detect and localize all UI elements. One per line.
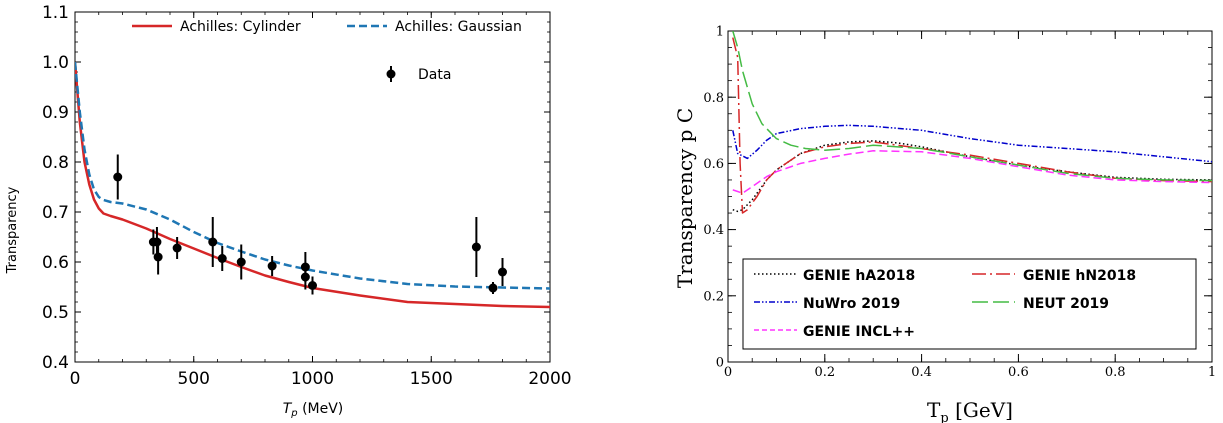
data-point [300,264,310,290]
data-point [236,244,246,280]
data-point-marker [217,254,227,263]
data-point [208,217,218,267]
legend-label-genie-inclpp: GENIE INCL++ [803,324,915,340]
l-y-tick-label: 0.6 [42,253,69,273]
data-point [488,282,498,294]
data-point [153,239,163,275]
l-series-achilles-cylinder [75,61,550,309]
l-y-tick-label: 0.7 [42,203,69,223]
left-chart-legend: Achilles: Cylinder Achilles: Gaussian Da… [132,19,522,83]
l-y-tick-label: 0.4 [42,353,69,373]
legend-label-neut-2019: NEUT 2019 [1023,296,1109,312]
r-y-tick-label: 0.6 [703,157,724,172]
legend-label-achilles-cylinder: Achilles: Cylinder [180,19,301,35]
left-chart-data-points [113,154,507,295]
data-point [152,227,162,257]
legend-label-genie-hn2018: GENIE hN2018 [1023,268,1136,284]
legend-entry-genie-inclpp: GENIE INCL++ [754,324,915,340]
l-y-tick-label: 0.5 [42,303,69,323]
right-chart-x-axis-label-main: T [927,398,941,422]
r-y-tick-label: 0.2 [703,289,724,304]
left-chart-y-axis-label: Transparency [5,186,20,274]
left-chart-x-axis-label-main: T [283,401,293,417]
left-chart-x-axis-label-unit: (MeV) [298,401,344,417]
l-x-tick-label: 500 [178,369,210,389]
legend-label-nuwro-2019: NuWro 2019 [803,296,900,312]
right-chart: 0 0.2 0.4 0.6 0.8 1 0 0.2 0.4 0.6 0.8 1 Transparenc… [673,25,1216,423]
r-x-tick-label: 0 [724,365,732,380]
legend-label-achilles-gaussian: Achilles: Gaussian [395,19,522,35]
right-chart-x-axis-label-sub: p [940,411,948,423]
r-series-nuwro-2019 [732,124,1212,163]
legend-label-data: Data [418,67,451,83]
data-point-marker [498,267,507,277]
l-y-tick-label: 0.9 [42,103,69,123]
l-series-achilles-gaussian [75,61,550,290]
data-point [267,256,277,276]
r-x-tick-label: 0.4 [911,365,932,380]
data-point [113,154,123,200]
data-point-marker [300,272,310,282]
data-point-marker [308,281,317,290]
legend-swatch-data-marker [386,69,396,79]
left-chart-x-axis-label-sub: p [290,408,297,419]
right-chart-legend: GENIE hA2018 GENIE hN2018 NuWro 2019 NEU… [742,258,1197,350]
data-point-marker [153,252,163,262]
l-x-tick-label: 0 [70,369,81,389]
r-series-genie-ha2018 [732,140,1212,213]
r-x-tick-label: 0.2 [814,365,835,380]
legend-entry-data: Data [386,66,451,83]
data-point-marker [152,237,162,247]
left-chart-axes: 0 500 1000 1500 2000 0.4 0.5 0.6 0.7 0.8 0.9 1.0 1.1 [42,3,572,389]
l-y-tick-label: 1.0 [42,53,69,73]
data-point [217,246,227,271]
legend-entry-achilles-gaussian: Achilles: Gaussian [347,19,522,35]
r-y-tick-label: 1 [716,25,724,40]
legend-entry-genie-hn2018: GENIE hN2018 [972,268,1136,284]
data-point [172,237,182,259]
data-point [471,217,481,277]
l-x-tick-label: 2000 [528,369,571,389]
r-y-tick-label: 0.4 [703,223,724,238]
right-chart-x-axis-label: Tp [GeV] [927,398,1013,423]
data-point-marker [208,237,218,247]
l-plot-frame [74,11,551,363]
left-chart-series [75,61,550,309]
data-point-marker [236,257,246,267]
l-x-tick-label: 1000 [291,369,334,389]
right-chart-y-axis-label: Transparency p C [673,108,697,288]
r-x-tick-label: 0.8 [1105,365,1126,380]
data-point [498,258,507,286]
l-x-tick-label: 1500 [410,369,453,389]
legend-entry-genie-ha2018: GENIE hA2018 [754,268,915,284]
data-point-marker [488,283,498,293]
left-chart-x-axis-label: Tp (MeV) [283,401,344,419]
data-point-marker [267,261,277,271]
legend-label-genie-ha2018: GENIE hA2018 [803,268,915,284]
data-point-marker [471,242,481,252]
l-y-tick-label: 0.8 [42,153,69,173]
r-x-tick-label: 1 [1208,365,1216,380]
left-chart: 0 500 1000 1500 2000 0.4 0.5 0.6 0.7 0.8 0.9 1.0 1.1… [5,3,572,419]
l-y-tick-label: 1.1 [42,3,69,23]
legend-entry-achilles-cylinder: Achilles: Cylinder [132,19,301,35]
legend-box [742,258,1197,350]
r-y-tick-label: 0 [716,356,724,371]
right-chart-axes: 0 0.2 0.4 0.6 0.8 1 0 0.2 0.4 0.6 0.8 1 [703,25,1216,380]
data-point [308,276,317,295]
legend-entry-nuwro-2019: NuWro 2019 [754,296,900,312]
r-series-genie-hn2018 [732,37,1212,214]
r-series-neut-2019 [732,31,1212,182]
r-y-tick-label: 0.8 [703,91,724,106]
data-point-marker [172,243,182,253]
legend-entry-neut-2019: NEUT 2019 [972,296,1109,312]
r-series-genie-incl [732,150,1212,194]
r-x-tick-label: 0.6 [1008,365,1029,380]
right-chart-x-axis-label-unit: [GeV] [949,398,1013,422]
right-chart-series [732,31,1212,214]
data-point-marker [113,172,123,182]
